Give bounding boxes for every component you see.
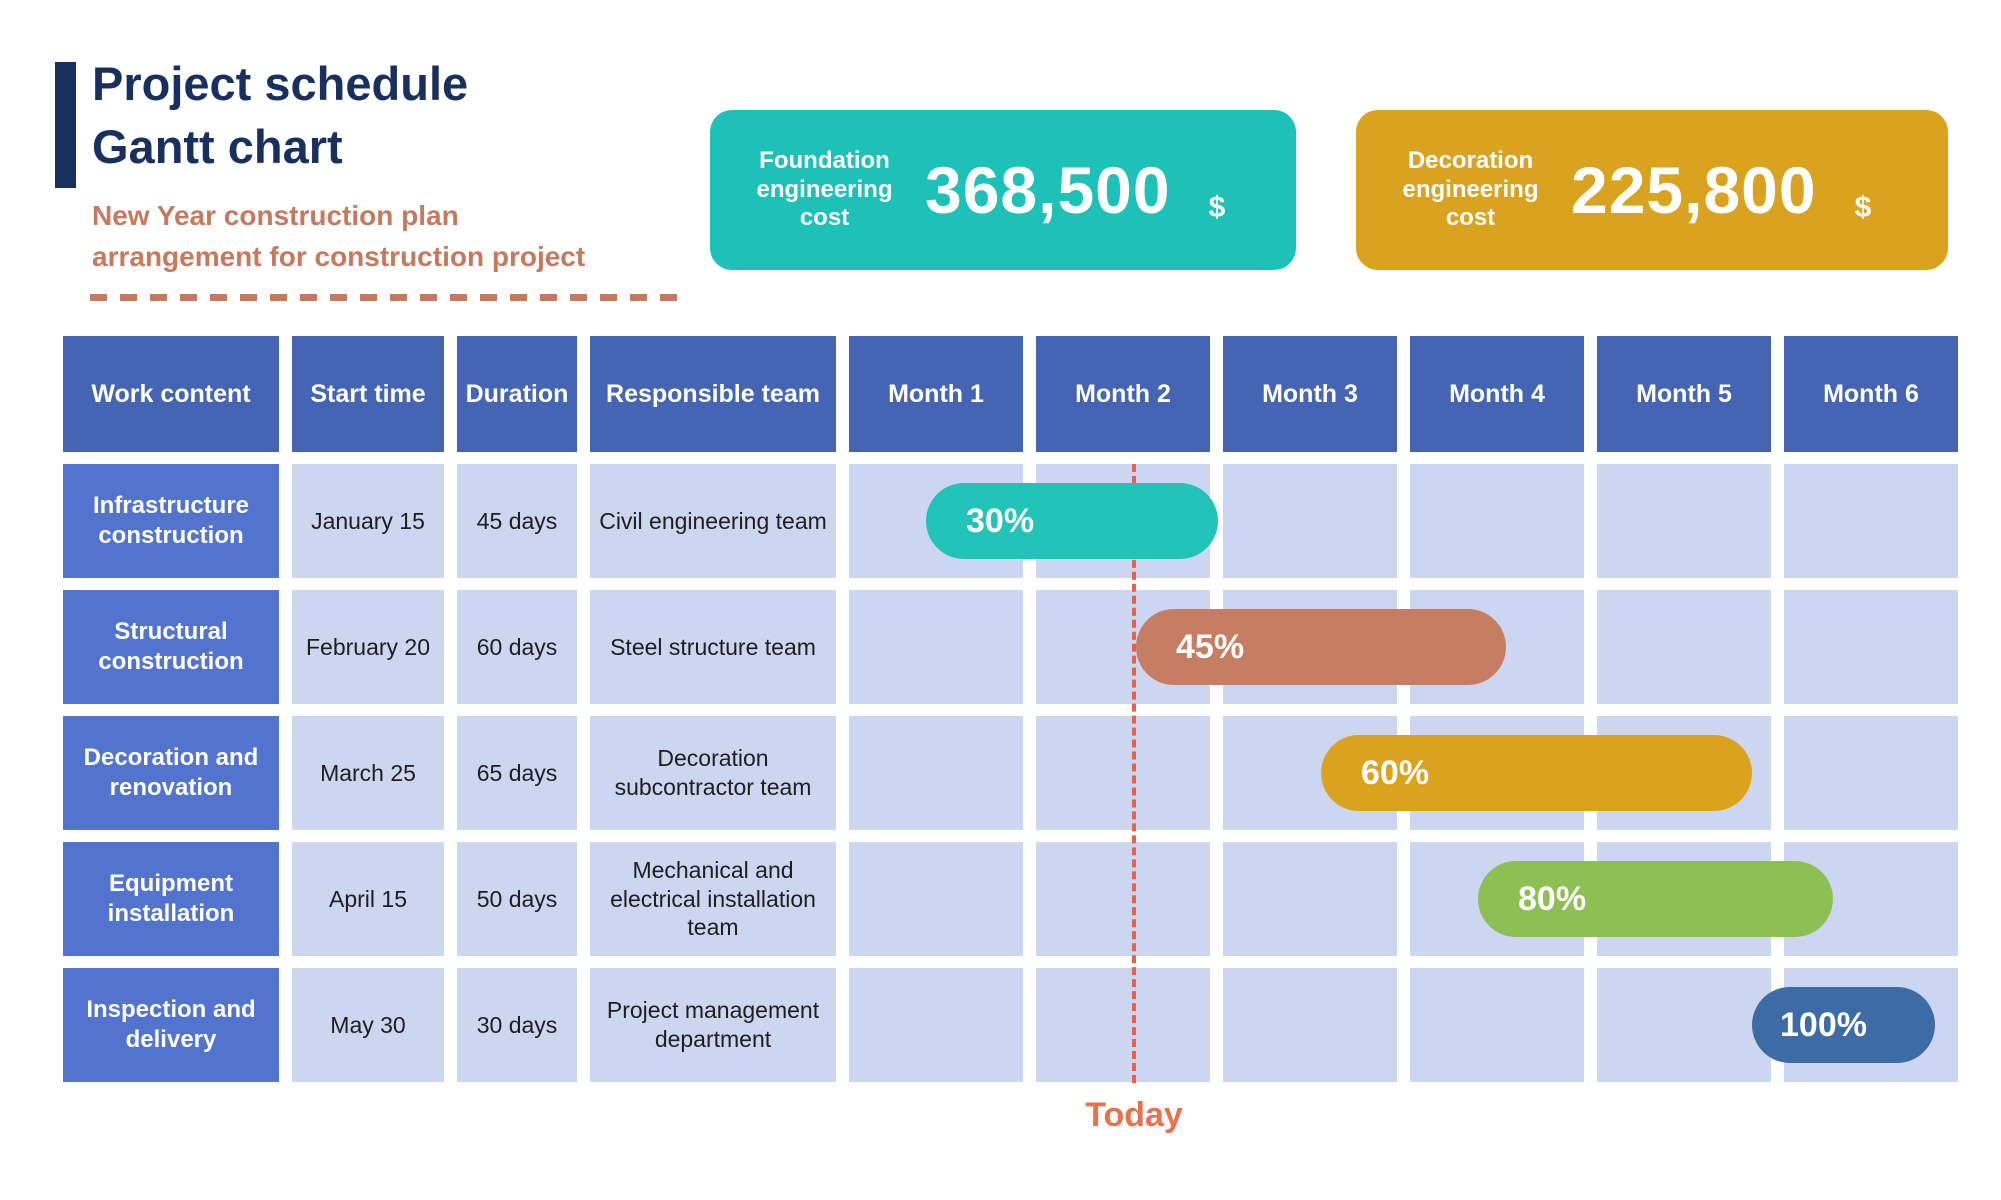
team-cell: Steel structure team — [590, 590, 836, 704]
row-label-decoration: Decoration and renovation — [63, 716, 279, 830]
start-time-cell: May 30 — [292, 968, 444, 1082]
duration-cell: 30 days — [457, 968, 577, 1082]
progress-label: 30% — [966, 501, 1035, 540]
start-time-cell: April 15 — [292, 842, 444, 956]
gantt-cell — [1036, 842, 1210, 956]
gantt-bar-structural: 45% — [1136, 609, 1506, 685]
gantt-cell — [1223, 464, 1397, 578]
progress-label: 100% — [1780, 1005, 1867, 1044]
gantt-cell — [1784, 716, 1958, 830]
today-marker-line — [1132, 464, 1136, 1083]
duration-cell: 60 days — [457, 590, 577, 704]
today-label: Today — [1085, 1096, 1183, 1134]
gantt-bar-decoration: 60% — [1321, 735, 1752, 811]
gantt-cell — [849, 968, 1023, 1082]
header-month-2: Month 2 — [1036, 336, 1210, 452]
header-work-content: Work content — [63, 336, 279, 452]
gantt-cell — [1410, 968, 1584, 1082]
gantt-cell — [849, 842, 1023, 956]
foundation-cost-currency: $ — [1208, 191, 1226, 224]
decoration-cost-label: Decoration engineering cost — [1402, 146, 1539, 232]
duration-cell: 45 days — [457, 464, 577, 578]
foundation-cost-badge: Foundation engineering cost 368,500 $ — [710, 110, 1296, 270]
gantt-cell — [1784, 590, 1958, 704]
duration-cell: 65 days — [457, 716, 577, 830]
row-label-structural: Structural construction — [63, 590, 279, 704]
page-title: Project schedule Gantt chart — [92, 52, 468, 179]
progress-label: 80% — [1518, 879, 1587, 918]
team-cell: Decoration subcontractor team — [590, 716, 836, 830]
page-subtitle-line2: arrangement for construction project — [92, 240, 586, 272]
progress-label: 45% — [1176, 627, 1245, 666]
header-duration: Duration — [457, 336, 577, 452]
progress-label: 60% — [1361, 753, 1430, 792]
header-month-4: Month 4 — [1410, 336, 1584, 452]
start-time-cell: January 15 — [292, 464, 444, 578]
start-time-cell: February 20 — [292, 590, 444, 704]
gantt-cell — [1597, 590, 1771, 704]
gantt-cell — [1410, 464, 1584, 578]
gantt-cell — [1784, 464, 1958, 578]
header-month-1: Month 1 — [849, 336, 1023, 452]
header-month-6: Month 6 — [1784, 336, 1958, 452]
gantt-bar-infrastructure: 30% — [926, 483, 1218, 559]
decoration-cost-value: 225,800 — [1571, 153, 1817, 227]
gantt-bar-inspection: 100% — [1752, 987, 1935, 1063]
decoration-cost-badge: Decoration engineering cost 225,800 $ — [1356, 110, 1948, 270]
gantt-bar-equipment: 80% — [1478, 861, 1833, 937]
gantt-cell — [1223, 842, 1397, 956]
page-title-line2: Gantt chart — [92, 120, 343, 174]
row-label-infrastructure: Infrastructure construction — [63, 464, 279, 578]
gantt-cell — [1597, 968, 1771, 1082]
decoration-cost-currency: $ — [1854, 191, 1872, 224]
page-subtitle: New Year construction plan arrangement f… — [92, 196, 585, 277]
dashed-divider — [90, 294, 682, 301]
header-month-5: Month 5 — [1597, 336, 1771, 452]
header-start-time: Start time — [292, 336, 444, 452]
page-title-line1: Project schedule — [92, 57, 469, 110]
gantt-cell — [1036, 716, 1210, 830]
row-label-inspection: Inspection and delivery — [63, 968, 279, 1082]
page-subtitle-line1: New Year construction plan — [92, 200, 459, 231]
start-time-cell: March 25 — [292, 716, 444, 830]
gantt-cell — [849, 716, 1023, 830]
foundation-cost-label: Foundation engineering cost — [756, 146, 893, 232]
gantt-cell — [1597, 464, 1771, 578]
title-accent-bar — [55, 62, 76, 188]
gantt-cell — [1223, 968, 1397, 1082]
foundation-cost-value: 368,500 — [925, 153, 1171, 227]
row-label-equipment: Equipment installation — [63, 842, 279, 956]
schedule-table: Work content Start time Duration Respons… — [63, 336, 1958, 1082]
header-responsible-team: Responsible team — [590, 336, 836, 452]
team-cell: Project management department — [590, 968, 836, 1082]
gantt-cell — [1036, 968, 1210, 1082]
duration-cell: 50 days — [457, 842, 577, 956]
team-cell: Mechanical and electrical installation t… — [590, 842, 836, 956]
gantt-cell — [849, 590, 1023, 704]
team-cell: Civil engineering team — [590, 464, 836, 578]
header-month-3: Month 3 — [1223, 336, 1397, 452]
